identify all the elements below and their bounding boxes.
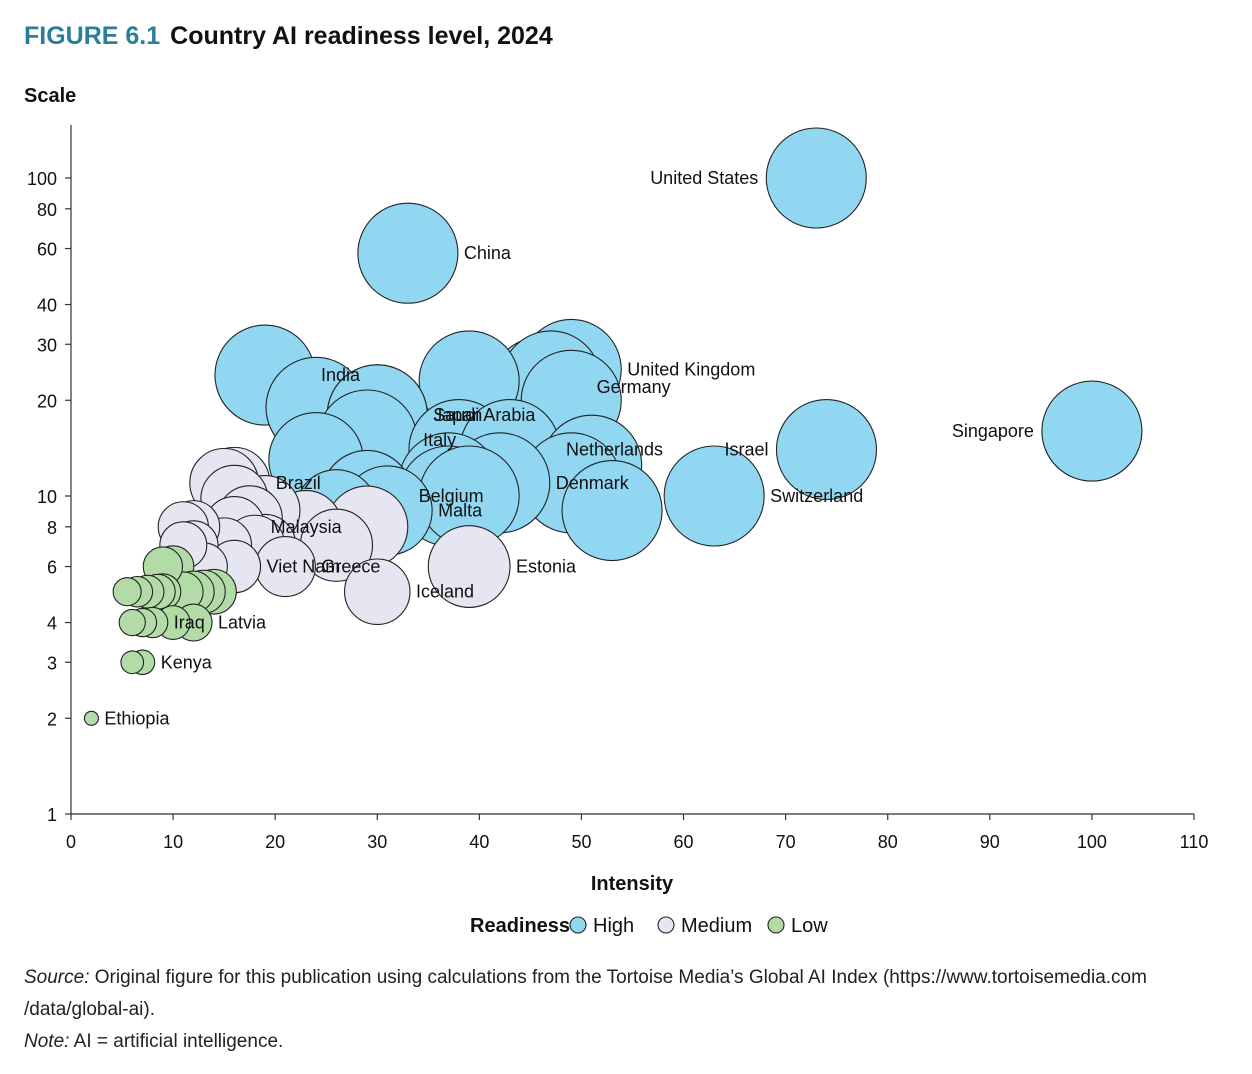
figure-number: FIGURE 6.1 — [24, 22, 161, 50]
point-label-malaysia: Malaysia — [271, 517, 343, 537]
x-tick-label: 70 — [776, 832, 796, 852]
bubble-layer — [83, 127, 1143, 726]
legend-swatch-medium — [657, 916, 675, 934]
source-label: Source: — [24, 967, 90, 988]
x-tick-label: 20 — [265, 832, 285, 852]
y-axis-ticks: 1 2 3 4 6 8 10 20 30 40 60 80 100 — [27, 169, 71, 825]
legend-label-low: Low — [791, 915, 828, 937]
source-paragraph-cont: /data/global-ai). — [24, 994, 1224, 1026]
point-label-brazil: Brazil — [276, 473, 321, 493]
x-tick-label: 30 — [367, 832, 387, 852]
note-label: Note: — [24, 1031, 70, 1052]
y-tick-label: 6 — [47, 558, 57, 578]
point-label-belgium: Belgium — [419, 486, 484, 506]
point-label-estonia: Estonia — [516, 557, 577, 577]
y-tick-label: 8 — [47, 518, 57, 538]
x-tick-label: 90 — [980, 832, 1000, 852]
bubble-iceland — [343, 558, 411, 626]
point-label-viet-nam: Viet Nam — [267, 557, 341, 577]
x-tick-label: 50 — [571, 832, 591, 852]
bubble-estonia — [427, 525, 511, 608]
bubble-singapore — [1041, 380, 1143, 482]
point-label-iraq: Iraq — [174, 613, 205, 633]
y-tick-label: 3 — [47, 653, 57, 673]
x-tick-label: 10 — [163, 832, 183, 852]
x-tick-label: 80 — [878, 832, 898, 852]
bubble-israel — [775, 398, 878, 501]
x-tick-label: 110 — [1180, 832, 1209, 852]
y-tick-label: 1 — [47, 805, 57, 825]
point-label-saudi-arabia: Saudi Arabia — [433, 405, 536, 425]
point-label-india: India — [321, 365, 361, 385]
y-tick-label: 30 — [37, 335, 57, 355]
bubble-ethiopia — [83, 710, 99, 726]
legend-label-medium: Medium — [681, 915, 752, 937]
point-label-japan: Japan — [433, 405, 482, 425]
figure-title: FIGURE 6.1 Country AI readiness level, 20… — [24, 22, 553, 51]
point-label-china: China — [464, 243, 512, 263]
bubble-china — [357, 202, 459, 304]
legend-title: Readiness — [470, 915, 570, 937]
source-text-line2: /data/global-ai). — [24, 999, 155, 1020]
y-tick-label: 10 — [37, 487, 57, 507]
figure-title-text: Country AI readiness level, 2024 — [170, 22, 553, 50]
legend: Readiness High Medium Low — [470, 915, 828, 937]
bubble-low-point — [118, 608, 146, 637]
note-paragraph: Note: AI = artificial intelligence. — [24, 1026, 1224, 1058]
bubble-low-point — [120, 650, 145, 675]
x-tick-label: 100 — [1077, 832, 1107, 852]
point-label-united-kingdom: United Kingdom — [627, 359, 755, 379]
y-tick-label: 2 — [47, 709, 57, 729]
source-text-line1: Original figure for this publication usi… — [94, 967, 1147, 988]
bubble-high-point — [561, 460, 663, 562]
bubble-switzerland — [663, 445, 765, 547]
y-tick-label: 100 — [27, 169, 57, 189]
point-label-ethiopia: Ethiopia — [104, 708, 170, 728]
x-tick-label: 60 — [674, 832, 694, 852]
x-axis-ticks: 0 10 20 30 40 50 60 70 80 90 100 110 — [66, 814, 1208, 852]
y-axis-label: Scale — [24, 85, 76, 107]
point-label-latvia: Latvia — [218, 613, 267, 633]
legend-swatch-low — [767, 916, 785, 934]
legend-swatch-high — [569, 916, 587, 934]
point-label-iceland: Iceland — [416, 582, 474, 602]
point-label-kenya: Kenya — [161, 652, 213, 672]
source-notes: Source: Original figure for this publica… — [24, 962, 1224, 1058]
note-text: AI = artificial intelligence. — [73, 1031, 284, 1052]
x-axis-label: Intensity — [591, 873, 674, 895]
point-label-greece: Greece — [321, 557, 380, 577]
point-label-germany: Germany — [597, 377, 671, 397]
point-label-italy: Italy — [423, 430, 456, 450]
source-paragraph: Source: Original figure for this publica… — [24, 962, 1224, 994]
x-tick-label: 0 — [66, 832, 76, 852]
x-tick-label: 40 — [469, 832, 489, 852]
y-tick-label: 60 — [37, 240, 57, 260]
point-label-denmark: Denmark — [556, 473, 630, 493]
point-label-netherlands: Netherlands — [566, 440, 663, 460]
y-tick-label: 40 — [37, 296, 57, 316]
legend-label-high: High — [593, 915, 634, 937]
point-label-malta: Malta — [438, 501, 483, 521]
bubble-label-layer: United States China Singapore Israel Switzer… — [104, 168, 1033, 728]
point-label-united-states: United States — [650, 168, 758, 188]
point-label-switzerland: Switzerland — [770, 486, 863, 506]
bubble-united-states — [765, 127, 867, 229]
bubble-chart: Scale 1 2 3 4 6 8 10 20 30 40 60 80 100 0 10 20 30 40 50 6… — [24, 85, 1208, 937]
point-label-singapore: Singapore — [952, 421, 1034, 441]
y-tick-label: 80 — [37, 200, 57, 220]
y-tick-label: 4 — [47, 614, 57, 634]
bubble-low-point — [112, 577, 142, 607]
y-tick-label: 20 — [37, 391, 57, 411]
point-label-israel: Israel — [724, 440, 768, 460]
